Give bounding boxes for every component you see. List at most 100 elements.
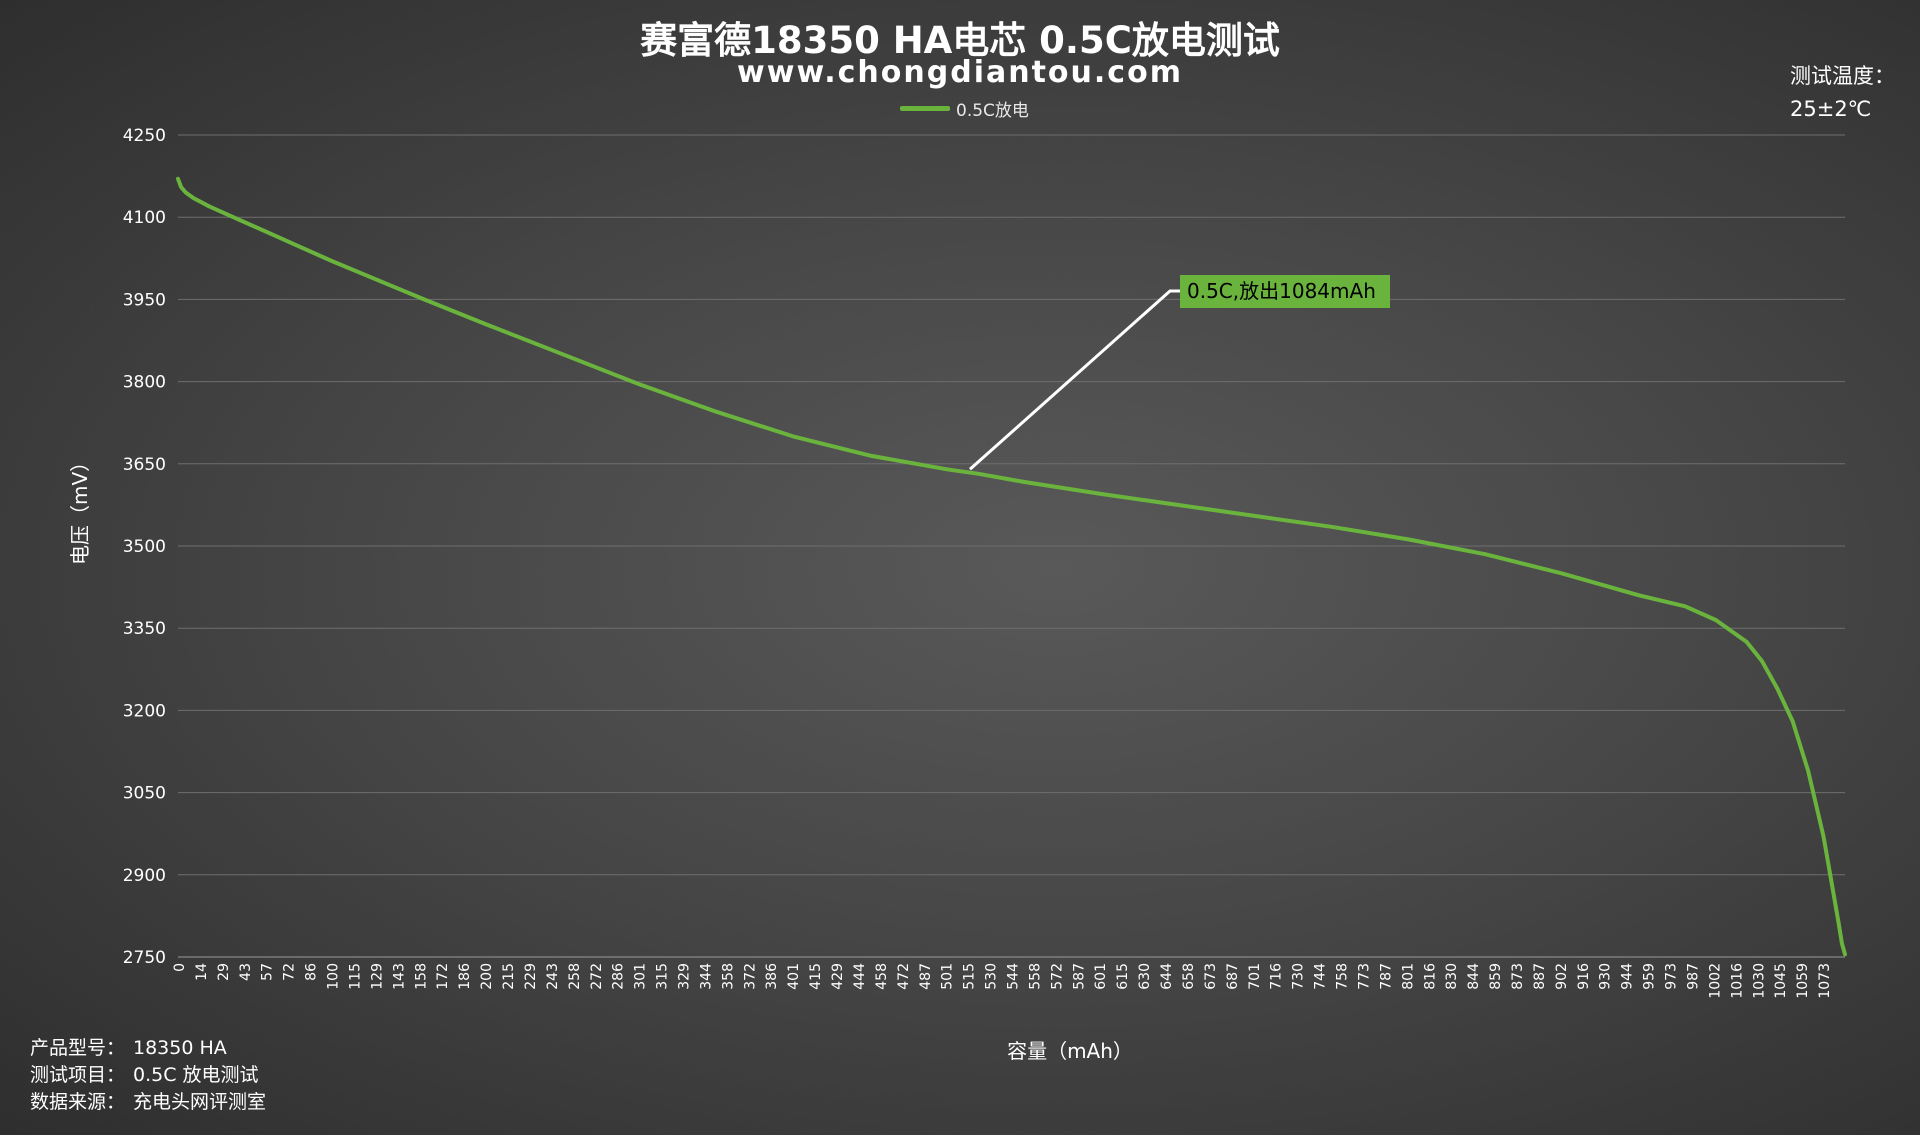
x-tick-label: 1059 <box>1795 963 1811 999</box>
x-tick-label: 902 <box>1554 963 1570 990</box>
meta-value: 18350 HA <box>133 1037 227 1059</box>
x-tick-label: 944 <box>1620 963 1636 990</box>
meta-row-model: 产品型号： 18350 HA <box>30 1035 266 1062</box>
series-line <box>176 176 1847 957</box>
legend-label: 0.5C放电 <box>956 101 1029 121</box>
y-tick-label: 3050 <box>123 784 166 804</box>
annotation-box <box>1180 275 1390 308</box>
y-tick-label: 3500 <box>123 537 166 557</box>
x-axis-label: 容量（mAh） <box>1007 1039 1133 1063</box>
x-tick-label: 372 <box>742 963 758 990</box>
x-tick-label: 444 <box>852 963 868 990</box>
x-tick-label: 916 <box>1576 963 1592 990</box>
y-tick-label: 4100 <box>123 208 166 228</box>
x-tick-label: 758 <box>1335 963 1351 990</box>
y-tick-label: 3800 <box>123 373 166 393</box>
x-tick-label: 544 <box>1006 963 1022 990</box>
x-tick-label: 644 <box>1159 963 1175 990</box>
x-tick-label: 673 <box>1203 963 1219 990</box>
meta-info: 产品型号： 18350 HA 测试项目： 0.5C 放电测试 数据来源： 充电头网评测… <box>30 1035 266 1116</box>
x-tick-label: 687 <box>1225 963 1241 990</box>
x-tick-label: 887 <box>1532 963 1548 990</box>
x-tick-label: 401 <box>786 963 802 990</box>
meta-value: 充电头网评测室 <box>133 1091 267 1113</box>
x-tick-label: 472 <box>896 963 912 990</box>
x-tick-label: 115 <box>347 963 363 990</box>
legend-swatch <box>900 106 950 111</box>
x-tick-label: 615 <box>1115 963 1131 990</box>
y-tick-label: 4250 <box>123 126 166 146</box>
meta-row-item: 测试项目： 0.5C 放电测试 <box>30 1062 266 1089</box>
x-tick-label: 386 <box>764 963 780 990</box>
x-tick-label: 487 <box>918 963 934 990</box>
x-tick-label: 830 <box>1444 963 1460 990</box>
y-tick-label: 3650 <box>123 455 166 475</box>
x-tick-label: 515 <box>962 963 978 990</box>
x-tick-label: 72 <box>282 963 298 981</box>
x-tick-label: 630 <box>1137 963 1153 990</box>
x-tick-label: 787 <box>1378 963 1394 990</box>
x-tick-label: 959 <box>1642 963 1658 990</box>
x-tick-label: 987 <box>1685 963 1701 990</box>
chart-subtitle: www.chongdiantou.com <box>737 55 1183 90</box>
x-tick-label: 1030 <box>1751 963 1767 999</box>
y-tick-label: 3950 <box>123 290 166 310</box>
x-tick-label: 415 <box>808 963 824 990</box>
meta-key: 数据来源： <box>30 1091 126 1113</box>
x-tick-label: 429 <box>830 963 846 990</box>
x-tick-label: 86 <box>304 963 320 981</box>
x-tick-label: 129 <box>369 963 385 990</box>
x-tick-label: 816 <box>1422 963 1438 990</box>
x-tick-label: 530 <box>984 963 1000 990</box>
x-tick-label: 930 <box>1598 963 1614 990</box>
x-tick-label: 301 <box>633 963 649 990</box>
y-tick-label: 2750 <box>123 948 166 968</box>
x-tick-label: 29 <box>216 963 232 981</box>
x-tick-label: 1045 <box>1773 963 1789 999</box>
x-tick-label: 844 <box>1466 963 1482 990</box>
y-tick-label: 3350 <box>123 619 166 639</box>
x-tick-label: 558 <box>1027 963 1043 990</box>
x-tick-label: 243 <box>545 963 561 990</box>
x-tick-label: 329 <box>676 963 692 990</box>
x-tick-label: 158 <box>413 963 429 990</box>
x-tick-label: 1016 <box>1729 963 1745 999</box>
temperature-label: 测试温度： <box>1790 64 1895 88</box>
meta-key: 测试项目： <box>30 1064 126 1086</box>
meta-key: 产品型号： <box>30 1037 126 1059</box>
annotation-leader-line <box>968 289 1180 471</box>
y-tick-label: 2900 <box>123 866 166 886</box>
x-tick-label: 57 <box>260 963 276 981</box>
chart-title: 赛富德18350 HA电芯 0.5C放电测试 <box>640 19 1280 62</box>
x-tick-label: 701 <box>1247 963 1263 990</box>
x-tick-label: 14 <box>194 963 210 981</box>
x-tick-label: 258 <box>567 963 583 990</box>
x-tick-label: 1002 <box>1707 963 1723 999</box>
x-tick-label: 973 <box>1664 963 1680 990</box>
x-tick-label: 501 <box>940 963 956 990</box>
x-tick-label: 458 <box>874 963 890 990</box>
x-tick-label: 358 <box>720 963 736 990</box>
x-tick-label: 873 <box>1510 963 1526 990</box>
temperature-value: 25±2℃ <box>1790 97 1872 121</box>
temperature-note: 测试温度： 25±2℃ <box>1790 60 1895 126</box>
x-tick-label: 272 <box>589 963 605 990</box>
x-tick-label: 730 <box>1291 963 1307 990</box>
x-tick-label: 716 <box>1269 963 1285 990</box>
x-tick-label: 601 <box>1093 963 1109 990</box>
x-tick-label: 859 <box>1488 963 1504 990</box>
x-tick-label: 744 <box>1313 963 1329 990</box>
x-tick-label: 801 <box>1400 963 1416 990</box>
annotation-label: 0.5C,放出1084mAh <box>1187 279 1376 303</box>
x-tick-label: 572 <box>1049 963 1065 990</box>
x-tick-label: 143 <box>391 963 407 990</box>
meta-row-source: 数据来源： 充电头网评测室 <box>30 1089 266 1116</box>
x-tick-label: 100 <box>326 963 342 990</box>
legend: 0.5C放电 <box>900 96 1029 121</box>
y-tick-label: 3200 <box>123 701 166 721</box>
x-tick-label: 286 <box>611 963 627 990</box>
x-tick-label: 200 <box>479 963 495 990</box>
x-tick-label: 229 <box>523 963 539 990</box>
x-tick-label: 0 <box>172 963 188 972</box>
x-tick-label: 215 <box>501 963 517 990</box>
